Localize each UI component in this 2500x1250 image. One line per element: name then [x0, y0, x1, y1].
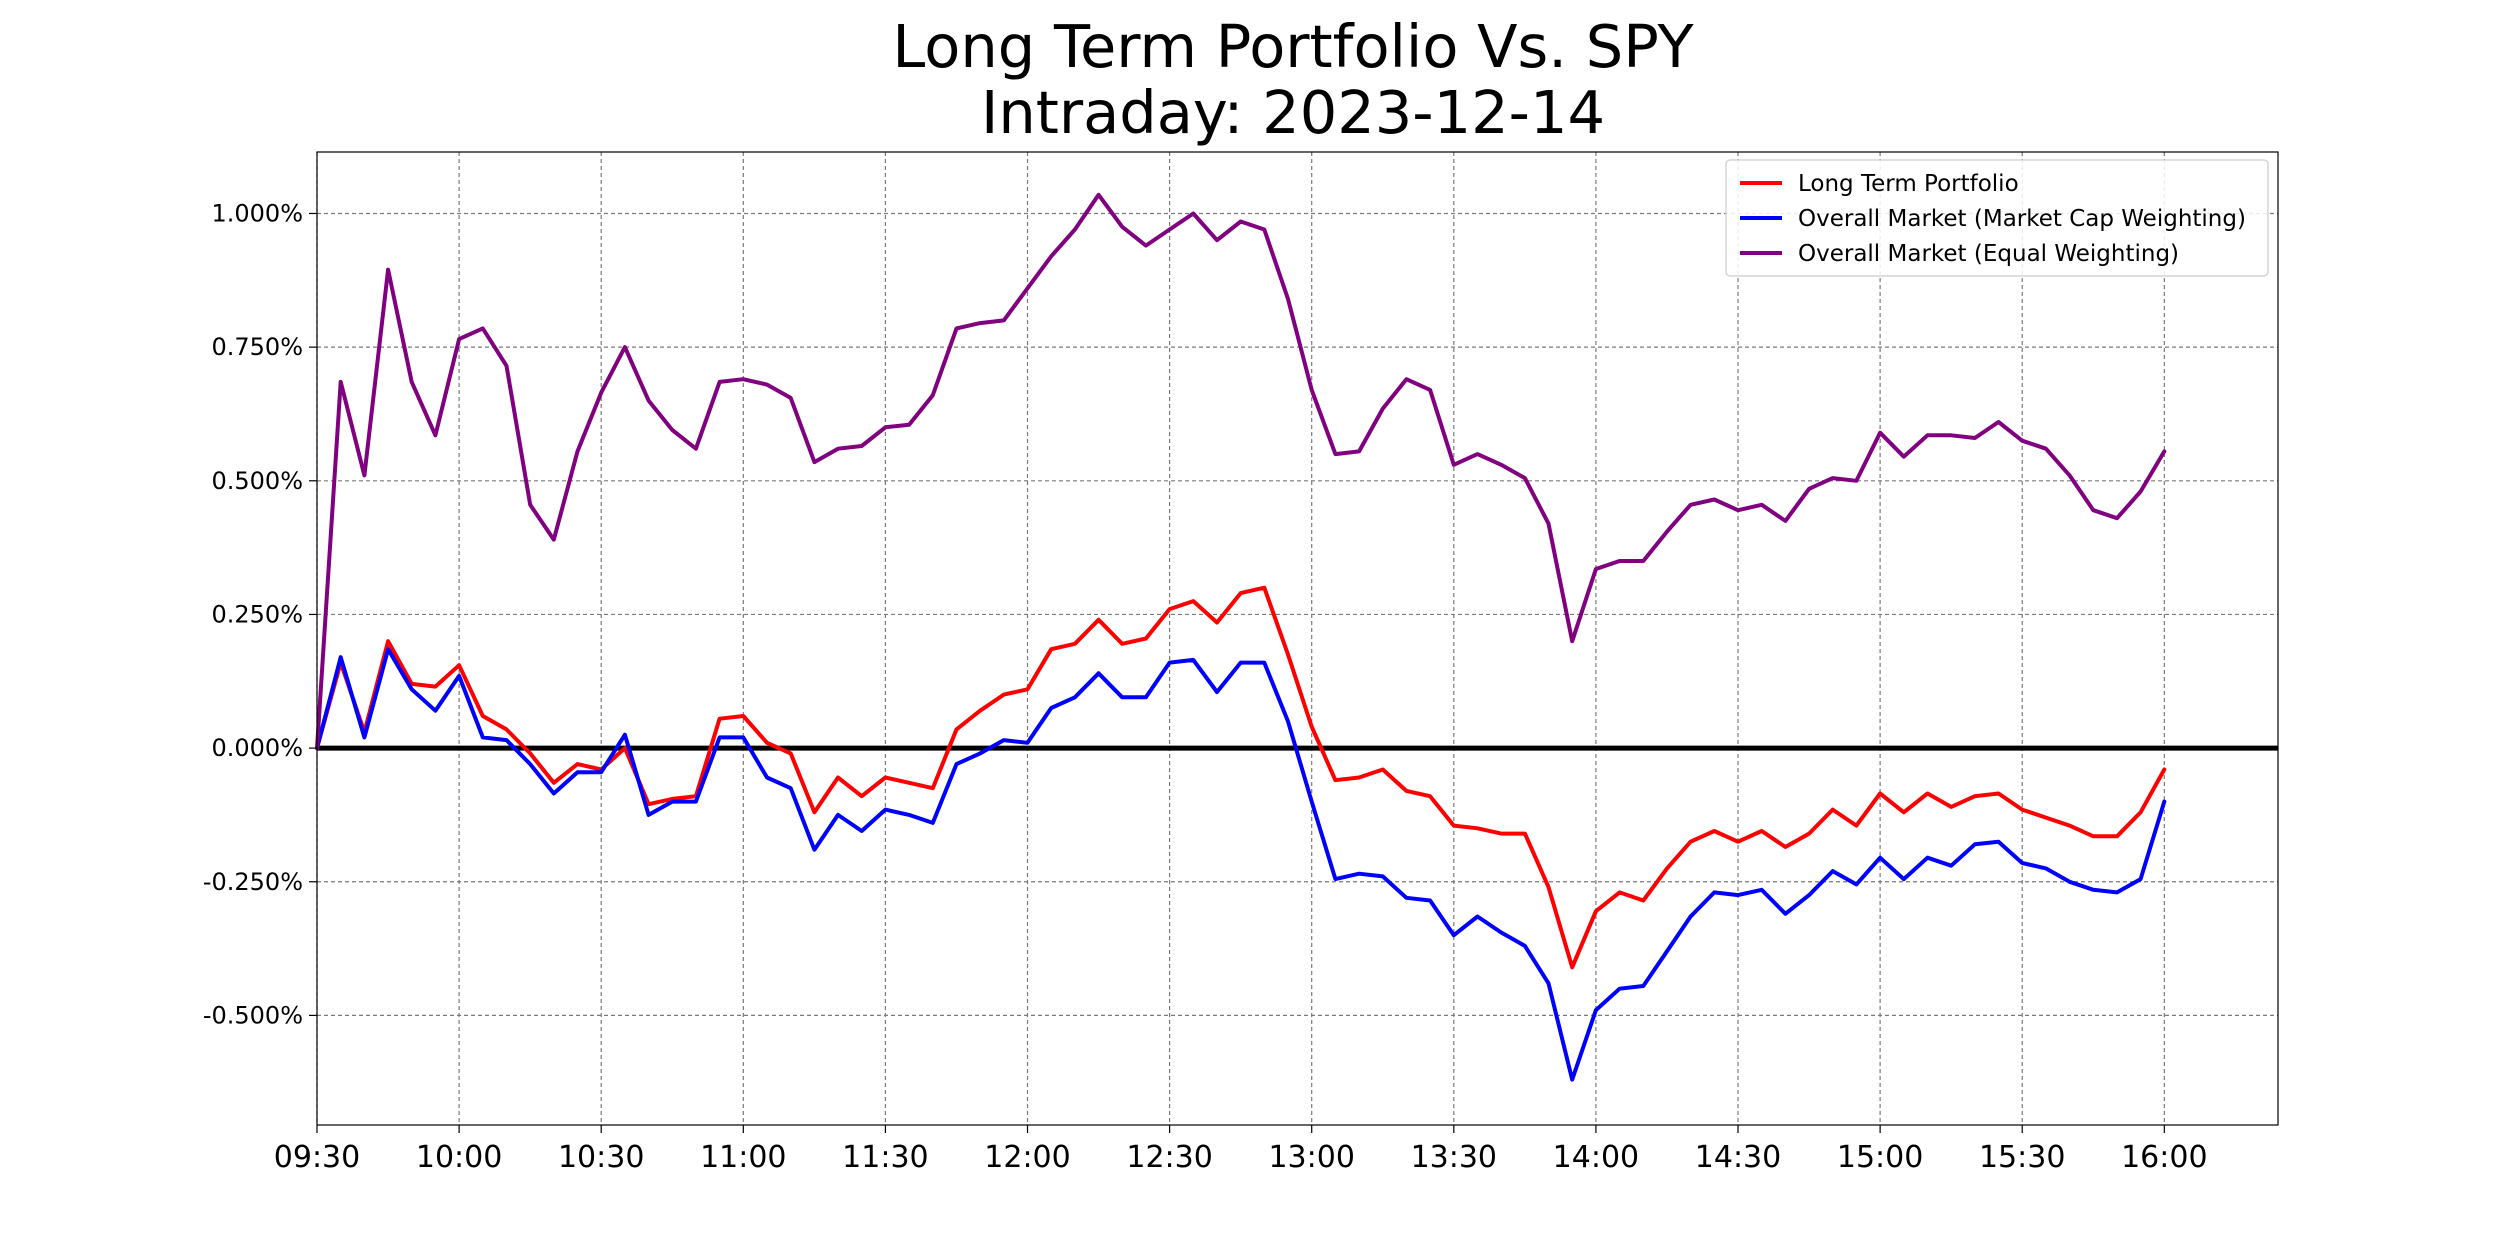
x-tick-label: 15:30	[1979, 1140, 2065, 1175]
y-tick-label: 1.000%	[211, 199, 303, 227]
series-line-3	[315, 192, 2167, 751]
x-tick-label: 14:30	[1695, 1140, 1781, 1175]
y-axis: 1.000% 0.750% 0.500% 0.250% 0.000% -0.250% -0.…	[203, 199, 317, 1029]
x-tick-label: 11:00	[700, 1140, 786, 1175]
legend-label: Long Term Portfolio	[1798, 171, 2019, 197]
series-line-2	[315, 647, 2167, 1082]
series-lines	[315, 192, 2167, 1082]
x-tick-label: 12:30	[1126, 1140, 1212, 1175]
y-tick-label: 0.000%	[211, 734, 303, 762]
x-axis: 09:30 10:00 10:30 11:00 11:30 12:00 12:30 13:00…	[274, 1125, 2208, 1175]
grid	[316, 152, 2278, 1125]
x-tick-label: 13:30	[1411, 1140, 1497, 1175]
y-tick-label: 0.500%	[211, 467, 303, 495]
y-tick-label: -0.250%	[203, 868, 303, 896]
legend-label: Overall Market (Market Cap Weighting)	[1798, 206, 2246, 232]
x-tick-label: 13:00	[1268, 1140, 1354, 1175]
legend-box	[1725, 159, 2269, 277]
chart-subtitle: Intraday: 2023-12-14	[981, 78, 1605, 147]
y-tick-label: -0.500%	[203, 1001, 303, 1029]
x-tick-label: 09:30	[274, 1140, 360, 1175]
series-line-1	[315, 585, 2167, 970]
x-tick-label: 10:00	[416, 1140, 502, 1175]
x-tick-label: 15:00	[1837, 1140, 1923, 1175]
x-tick-label: 14:00	[1553, 1140, 1639, 1175]
legend: Long Term Portfolio Overall Market (Marke…	[1725, 159, 2269, 277]
chart-title: Long Term Portfolio Vs. SPY	[892, 12, 1694, 81]
x-tick-label: 11:30	[842, 1140, 928, 1175]
y-tick-label: 0.250%	[211, 600, 303, 628]
y-tick-label: 0.750%	[211, 333, 303, 361]
x-tick-label: 10:30	[558, 1140, 644, 1175]
x-tick-label: 16:00	[2121, 1140, 2207, 1175]
plot-area-frame	[316, 151, 2279, 1126]
x-tick-label: 12:00	[984, 1140, 1070, 1175]
legend-label: Overall Market (Equal Weighting)	[1798, 241, 2179, 267]
